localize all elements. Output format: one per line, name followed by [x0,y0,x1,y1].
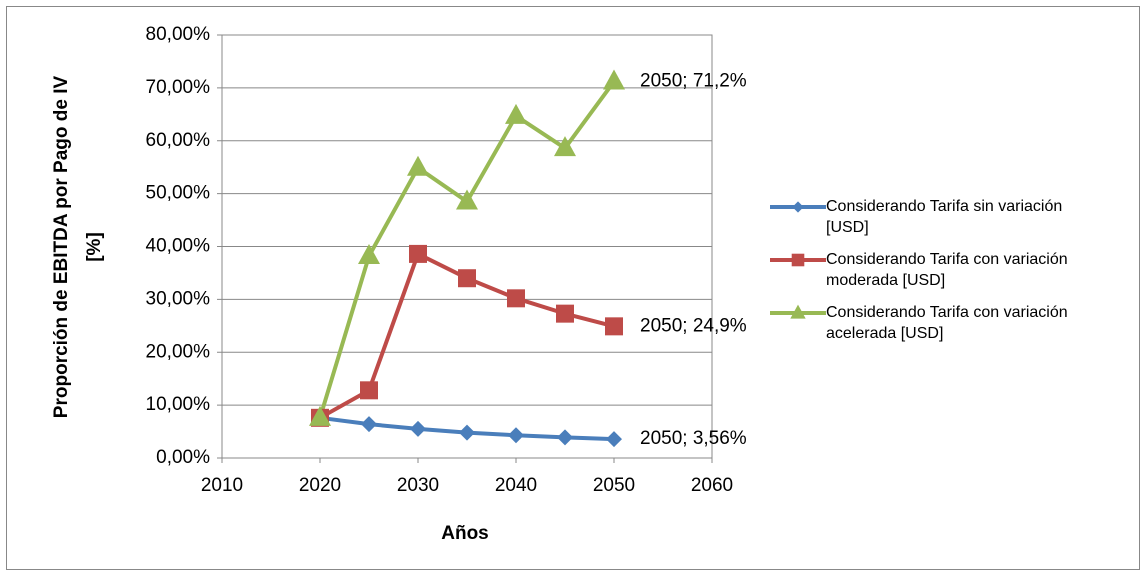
y-tick-label: 80,00% [146,24,211,45]
x-tick-label: 2060 [691,475,733,496]
chart-border [6,6,1140,570]
x-tick-label: 2050 [593,475,635,496]
y-tick-label: 0,00% [156,447,210,468]
x-tick-label: 2020 [299,475,341,496]
marker [507,289,525,308]
marker [790,304,806,319]
legend-label: Considerando Tarifa sin variación [USD] [826,198,1063,236]
marker [360,381,378,400]
y-axis-title: Proporción de EBITDA por Pago de IV [51,75,72,418]
y-axis-title: [%] [84,232,105,262]
data-label: 2050; 24,9% [640,315,747,336]
marker [458,269,476,288]
legend-icon [770,201,826,213]
y-tick-label: 30,00% [146,288,211,309]
legend-label: Considerando Tarifa con variación modera… [826,251,1068,289]
x-tick-label: 2010 [201,475,243,496]
y-tick-label: 20,00% [146,341,211,362]
legend: Considerando Tarifa sin variación [USD] C… [770,196,1140,355]
marker [554,136,576,157]
marker [358,244,380,265]
data-label: 2050; 3,56% [640,428,747,449]
marker [459,424,475,441]
marker [361,416,377,433]
marker [407,155,429,176]
legend-entry: Considerando Tarifa sin variación [USD] [770,196,1096,249]
marker [505,103,527,124]
data-label: 2050; 71,2% [640,71,747,92]
marker [409,244,427,263]
marker [605,317,623,336]
marker [792,201,804,213]
legend-label: Considerando Tarifa con variación aceler… [826,304,1068,342]
y-tick-label: 60,00% [146,130,211,151]
marker [603,69,625,90]
x-axis-title: Años [441,523,489,544]
marker [606,431,622,448]
marker [557,429,573,446]
y-tick-label: 10,00% [146,394,211,415]
legend-icon [770,253,826,267]
legend-icon [770,304,826,319]
marker [456,189,478,210]
x-tick-label: 2030 [397,475,439,496]
marker [309,405,331,426]
y-tick-label: 40,00% [146,236,211,257]
marker [410,420,426,437]
legend-entry: Considerando Tarifa con variación aceler… [770,302,1096,355]
marker [556,304,574,323]
y-tick-label: 70,00% [146,77,211,98]
x-tick-label: 2040 [495,475,537,496]
marker [791,253,805,267]
legend-entry: Considerando Tarifa con variación modera… [770,249,1096,302]
marker [508,427,524,444]
y-tick-label: 50,00% [146,183,211,204]
